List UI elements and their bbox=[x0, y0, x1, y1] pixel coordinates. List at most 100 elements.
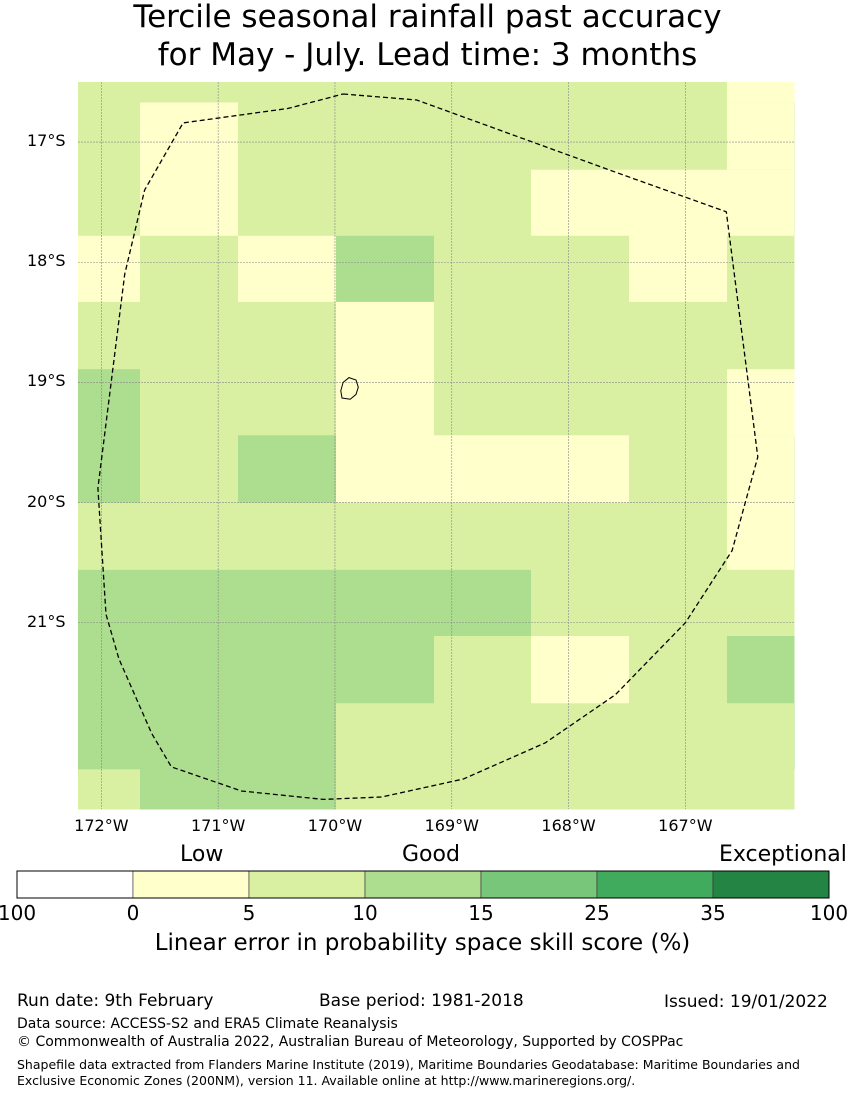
skill-cell bbox=[434, 369, 532, 436]
skill-cell bbox=[238, 569, 337, 637]
skill-cell bbox=[238, 369, 337, 436]
skill-cell bbox=[434, 502, 532, 571]
skill-cell bbox=[336, 569, 435, 637]
skill-cell bbox=[531, 435, 630, 504]
skill-cell bbox=[140, 703, 239, 770]
skill-cell bbox=[531, 169, 630, 237]
skill-cell bbox=[140, 82, 239, 103]
colorbar-tick-label: 10 bbox=[352, 901, 378, 925]
copyright: © Commonwealth of Australia 2022, Austra… bbox=[17, 1034, 684, 1050]
skill-cell bbox=[434, 703, 532, 770]
skill-cell bbox=[238, 301, 337, 370]
skill-cell bbox=[336, 235, 435, 303]
skill-cell bbox=[140, 169, 239, 237]
run-date: Run date: 9th February bbox=[17, 991, 214, 1011]
longitude-label: 167°W bbox=[658, 816, 713, 835]
skill-cell bbox=[78, 169, 141, 237]
skill-cell bbox=[434, 82, 532, 103]
skill-cell bbox=[336, 502, 435, 571]
skill-grid bbox=[78, 82, 795, 810]
skill-cell bbox=[727, 301, 795, 370]
skill-cell bbox=[629, 569, 728, 637]
title-line-2: for May - July. Lead time: 3 months bbox=[157, 37, 698, 73]
skill-cell bbox=[78, 82, 141, 103]
skill-cell bbox=[336, 435, 435, 504]
category-low: Low bbox=[180, 842, 224, 867]
skill-cell bbox=[238, 169, 337, 237]
skill-cell bbox=[434, 169, 532, 237]
skill-cell bbox=[78, 502, 141, 571]
skill-cell bbox=[727, 635, 795, 704]
skill-cell bbox=[629, 169, 728, 237]
skill-cell bbox=[336, 82, 435, 103]
skill-cell bbox=[336, 703, 435, 770]
niue-island-outline bbox=[340, 377, 359, 400]
colorbar-tick-label: 35 bbox=[700, 901, 726, 925]
skill-cell bbox=[336, 102, 435, 171]
skill-cell bbox=[629, 502, 728, 571]
eez-boundary bbox=[97, 93, 759, 801]
longitude-label: 169°W bbox=[424, 816, 479, 835]
skill-cell bbox=[629, 635, 728, 704]
colorbar-tick-label: 100 bbox=[0, 901, 37, 925]
graticule bbox=[78, 82, 794, 809]
issued-date: Issued: 19/01/2022 bbox=[664, 992, 828, 1012]
skill-cell bbox=[78, 301, 141, 370]
skill-cell bbox=[531, 502, 630, 571]
colorbar-tick-label: 15 bbox=[468, 901, 494, 925]
skill-cell bbox=[629, 435, 728, 504]
skill-cell bbox=[140, 102, 239, 171]
skill-cell bbox=[727, 435, 794, 504]
title-line-1: Tercile seasonal rainfall past accuracy bbox=[133, 0, 722, 35]
skill-cell bbox=[140, 435, 239, 504]
skill-cell bbox=[140, 769, 239, 810]
skill-cell bbox=[238, 102, 337, 171]
skill-cell bbox=[727, 369, 795, 436]
skill-cell bbox=[238, 235, 337, 303]
longitude-label: 171°W bbox=[190, 816, 246, 835]
skill-cell bbox=[78, 635, 141, 704]
colorbar-tick-label: 5 bbox=[242, 901, 256, 925]
skill-cell bbox=[629, 369, 728, 436]
skill-cell bbox=[727, 502, 794, 571]
shapefile-credit: Shapefile data extracted from Flanders M… bbox=[17, 1057, 800, 1088]
skill-cell bbox=[140, 301, 239, 370]
longitude-label: 172°W bbox=[74, 816, 129, 835]
skill-cell bbox=[531, 82, 630, 103]
latitude-label: 18°S bbox=[27, 251, 66, 271]
base-period: Base period: 1981-2018 bbox=[319, 991, 524, 1011]
longitude-label: 170°W bbox=[307, 816, 363, 835]
skill-cell bbox=[140, 635, 239, 704]
skill-cell bbox=[78, 235, 141, 303]
skill-cell bbox=[140, 502, 239, 571]
latitude-label: 19°S bbox=[27, 371, 66, 391]
latitude-label: 21°S bbox=[27, 611, 66, 631]
skill-cell bbox=[238, 502, 337, 571]
skill-cell bbox=[531, 769, 630, 810]
skill-cell bbox=[531, 235, 630, 303]
colorbar-tick-label: 25 bbox=[584, 901, 610, 925]
skill-cell bbox=[434, 635, 532, 704]
skill-cell bbox=[629, 301, 728, 370]
skill-cell bbox=[434, 235, 532, 303]
skill-cell bbox=[727, 569, 795, 637]
latitude-label: 20°S bbox=[27, 491, 66, 511]
skill-cell bbox=[629, 769, 728, 810]
skill-cell bbox=[336, 635, 435, 704]
skill-cell bbox=[78, 435, 141, 504]
skill-cell bbox=[727, 102, 794, 171]
skill-cell bbox=[629, 82, 728, 103]
skill-cell bbox=[78, 102, 141, 171]
skill-cell bbox=[727, 82, 795, 103]
skill-cell bbox=[238, 82, 337, 103]
skill-cell bbox=[336, 301, 435, 370]
skill-cell bbox=[629, 703, 728, 770]
skill-cell bbox=[78, 769, 141, 810]
skill-cell bbox=[140, 235, 239, 303]
skill-cell bbox=[531, 301, 630, 370]
skill-cell bbox=[531, 569, 630, 637]
category-good: Good bbox=[402, 842, 460, 867]
skill-cell bbox=[727, 169, 794, 237]
category-exceptional: Exceptional bbox=[719, 842, 847, 867]
